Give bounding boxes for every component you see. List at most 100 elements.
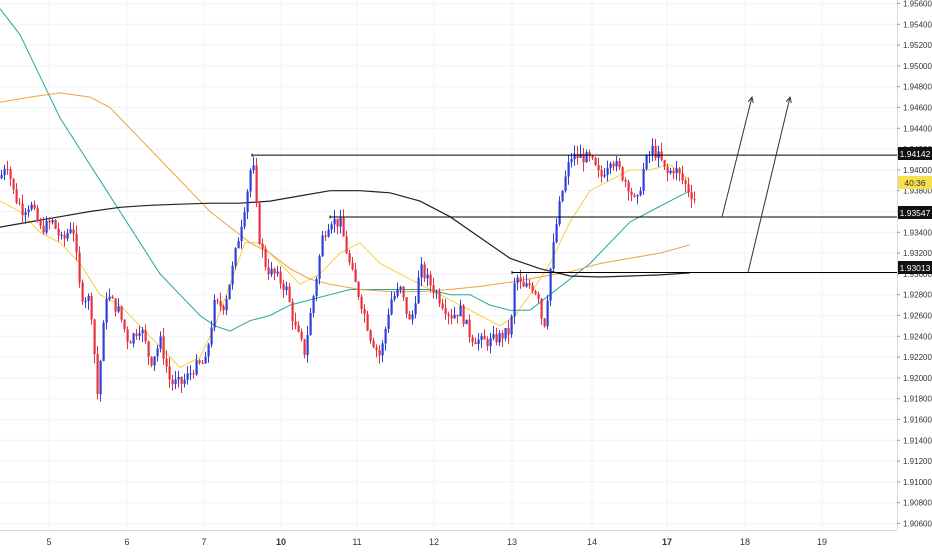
horizontal-levels-layer[interactable] [251, 153, 897, 275]
candle-bullish[interactable] [285, 281, 288, 296]
candle-bullish[interactable] [669, 167, 672, 175]
candle-bearish[interactable] [681, 165, 684, 185]
candle-bullish[interactable] [234, 247, 237, 270]
candle-bearish[interactable] [666, 163, 669, 182]
candle-bearish[interactable] [9, 166, 12, 187]
candle-bullish[interactable] [453, 306, 456, 320]
candle-bearish[interactable] [297, 321, 300, 333]
candle-bullish[interactable] [27, 205, 30, 218]
candle-bullish[interactable] [525, 274, 528, 288]
candle-bearish[interactable] [366, 310, 369, 332]
candle-bearish[interactable] [372, 337, 375, 349]
candle-bullish[interactable] [399, 285, 402, 294]
candle-bullish[interactable] [102, 320, 105, 362]
candle-bullish[interactable] [516, 274, 519, 291]
candle-bearish[interactable] [528, 279, 531, 289]
candle-bullish[interactable] [309, 308, 312, 336]
candle-bullish[interactable] [393, 291, 396, 302]
candle-bearish[interactable] [600, 165, 603, 183]
candle-bullish[interactable] [513, 277, 516, 324]
candle-bullish[interactable] [603, 168, 606, 178]
candle-bearish[interactable] [444, 299, 447, 320]
candle-bearish[interactable] [594, 156, 597, 167]
candle-bullish[interactable] [249, 168, 252, 198]
candle-bullish[interactable] [477, 333, 480, 351]
candle-bullish[interactable] [51, 218, 54, 225]
candle-bullish[interactable] [108, 288, 111, 302]
candle-bullish[interactable] [315, 276, 318, 302]
candle-bullish[interactable] [510, 314, 513, 338]
candle-bullish[interactable] [69, 222, 72, 235]
candle-bearish[interactable] [36, 205, 39, 223]
candle-bullish[interactable] [156, 345, 159, 362]
candle-bullish[interactable] [270, 262, 273, 277]
candle-bearish[interactable] [627, 179, 630, 201]
candle-bullish[interactable] [426, 268, 429, 287]
candle-bullish[interactable] [639, 187, 642, 197]
candle-bullish[interactable] [24, 208, 27, 224]
candle-bearish[interactable] [201, 360, 204, 364]
candle-bearish[interactable] [456, 314, 459, 324]
candle-bearish[interactable] [258, 201, 261, 246]
candle-bearish[interactable] [300, 328, 303, 342]
candle-bearish[interactable] [618, 157, 621, 170]
candle-bearish[interactable] [120, 305, 123, 323]
candle-bullish[interactable] [183, 373, 186, 388]
candle-bullish[interactable] [117, 298, 120, 313]
candle-bullish[interactable] [237, 237, 240, 249]
time-axis[interactable]: 5 6 7 10 11 12 13 14 17 18 19 [46, 537, 827, 547]
candle-bullish[interactable] [573, 145, 576, 166]
candle-bearish[interactable] [483, 329, 486, 340]
candle-bullish[interactable] [66, 228, 69, 242]
candle-bearish[interactable] [660, 142, 663, 162]
candle-bearish[interactable] [129, 340, 132, 344]
candle-bearish[interactable] [654, 139, 657, 161]
candle-bearish[interactable] [357, 280, 360, 300]
candle-bullish[interactable] [246, 189, 249, 219]
candle-bearish[interactable] [222, 304, 225, 315]
candlestick-layer[interactable] [0, 138, 696, 402]
candle-bearish[interactable] [216, 298, 219, 305]
candle-bearish[interactable] [351, 257, 354, 271]
candle-bearish[interactable] [147, 340, 150, 365]
candle-bearish[interactable] [57, 222, 60, 242]
candle-bullish[interactable] [552, 233, 555, 273]
candle-bearish[interactable] [291, 298, 294, 330]
candle-bearish[interactable] [432, 277, 435, 299]
candle-bearish[interactable] [90, 292, 93, 325]
candle-bullish[interactable] [381, 340, 384, 363]
candle-bullish[interactable] [138, 326, 141, 341]
candle-bullish[interactable] [210, 320, 213, 348]
candle-bullish[interactable] [480, 333, 483, 348]
candle-bullish[interactable] [228, 284, 231, 300]
candle-bearish[interactable] [450, 308, 453, 325]
candle-bearish[interactable] [612, 160, 615, 171]
candle-bearish[interactable] [624, 177, 627, 188]
projection-arrow[interactable] [747, 95, 792, 273]
candle-bearish[interactable] [33, 200, 36, 211]
candle-bearish[interactable] [495, 327, 498, 346]
candle-bearish[interactable] [6, 160, 9, 175]
candle-bearish[interactable] [114, 298, 117, 317]
candle-bullish[interactable] [87, 293, 90, 310]
candle-bearish[interactable] [111, 295, 114, 299]
candle-bullish[interactable] [585, 149, 588, 163]
candle-bullish[interactable] [651, 138, 654, 162]
candle-bullish[interactable] [105, 292, 108, 330]
candle-bullish[interactable] [141, 327, 144, 342]
candle-bearish[interactable] [165, 350, 168, 373]
candle-bearish[interactable] [162, 328, 165, 365]
candle-bearish[interactable] [588, 149, 591, 162]
candle-bearish[interactable] [96, 346, 99, 400]
candle-bearish[interactable] [267, 258, 270, 281]
candle-bullish[interactable] [465, 319, 468, 325]
candle-bearish[interactable] [378, 345, 381, 364]
candle-bearish[interactable] [180, 376, 183, 393]
candle-bearish[interactable] [531, 282, 534, 294]
candle-bearish[interactable] [402, 286, 405, 301]
candle-bearish[interactable] [438, 288, 441, 307]
candle-bearish[interactable] [684, 178, 687, 193]
candle-bearish[interactable] [678, 167, 681, 182]
candle-bearish[interactable] [144, 324, 147, 344]
